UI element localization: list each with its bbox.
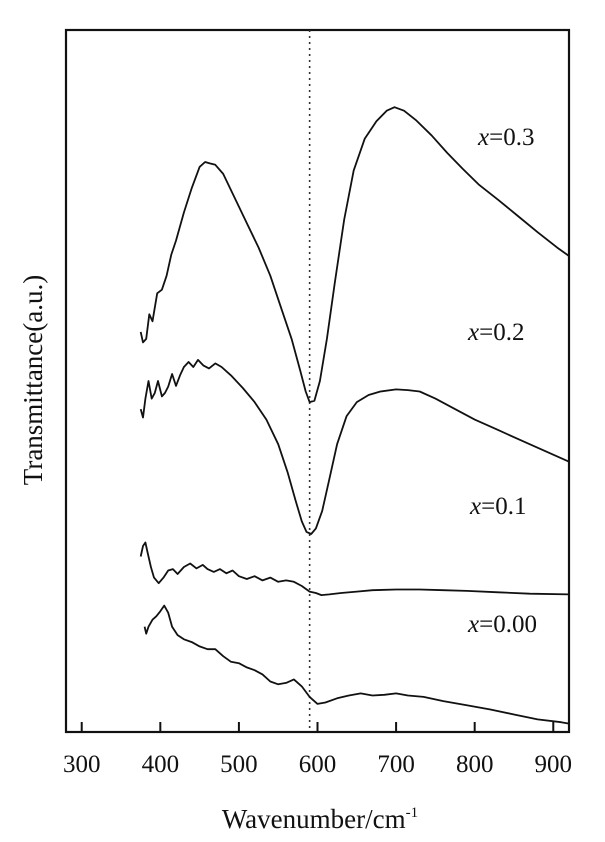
series-line-3 bbox=[143, 604, 570, 725]
x-tick-label: 400 bbox=[142, 751, 180, 778]
x-axis-title: Wavenumber/cm-1 bbox=[222, 804, 418, 834]
y-axis-title: Transmittance(a.u.) bbox=[18, 275, 48, 485]
x-tick-label: 300 bbox=[63, 751, 101, 778]
x-axis-ticks bbox=[80, 722, 555, 732]
x-tick-label: 700 bbox=[377, 751, 415, 778]
x-tick-label: 600 bbox=[299, 751, 337, 778]
x-axis-tick-labels: 300 400 500 600 700 800 900 bbox=[63, 751, 572, 778]
x-tick-label: 900 bbox=[535, 751, 573, 778]
series-label-1: x=0.2 bbox=[467, 319, 524, 346]
x-tick-label: 800 bbox=[456, 751, 494, 778]
series-line-0 bbox=[139, 106, 570, 403]
series-label-3: x=0.00 bbox=[467, 611, 537, 638]
x-tick-label: 500 bbox=[220, 751, 258, 778]
series-labels: x=0.3 x=0.2 x=0.1 x=0.00 bbox=[467, 124, 537, 638]
series-label-2: x=0.1 bbox=[469, 493, 526, 520]
series-line-1 bbox=[139, 359, 570, 535]
series-line-2 bbox=[139, 541, 570, 596]
series-label-0: x=0.3 bbox=[477, 124, 534, 151]
series-lines bbox=[139, 106, 570, 725]
